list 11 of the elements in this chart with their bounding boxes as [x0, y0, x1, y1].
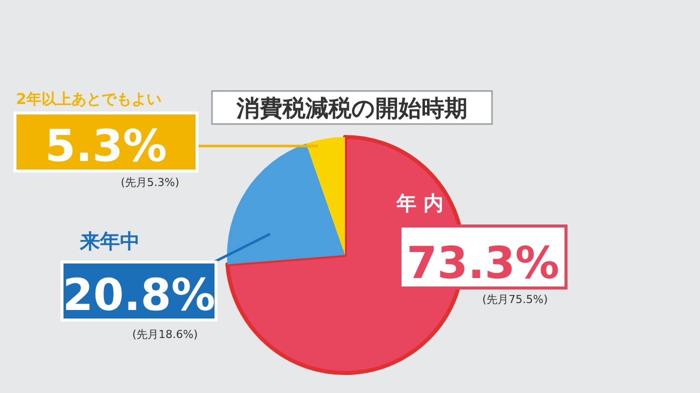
slice-label: 2年以上あとでもよい	[16, 90, 162, 108]
text: (先月75.5%)	[482, 293, 548, 306]
slice-label: 年 内	[396, 191, 444, 215]
title: 消費税減税の開始時期	[211, 90, 493, 125]
text: (先月5.3%)	[120, 176, 180, 189]
data-label: 73.3%	[406, 238, 560, 289]
data-label: 20.8%	[62, 270, 216, 321]
data-label: 5.3%	[44, 121, 168, 172]
slice-label: 来年中	[79, 229, 140, 253]
text: (先月18.6%)	[132, 328, 198, 341]
chart-title: 消費税減税の開始時期	[236, 96, 468, 122]
